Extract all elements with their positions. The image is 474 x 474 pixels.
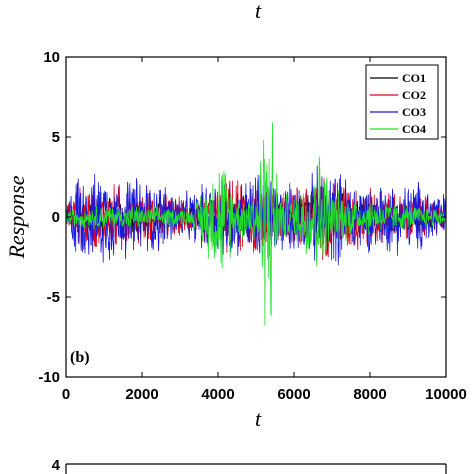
x-axis-ticks: 0 2000 4000 6000 8000 10000 [62, 57, 467, 403]
legend: CO1 CO2 CO3 CO4 [365, 64, 439, 140]
x-tick-label: 2000 [125, 386, 158, 403]
x-tick-label: 6000 [277, 386, 310, 403]
y-tick-label: 0 [52, 209, 60, 226]
top-axis-label: t [255, 0, 262, 23]
x-tick-label: 8000 [353, 386, 386, 403]
y-tick-label: -5 [47, 289, 60, 306]
x-tick-label: 10000 [425, 386, 467, 403]
x-tick-label: 4000 [201, 386, 234, 403]
y-tick-label: 5 [52, 129, 60, 146]
legend-label: CO2 [402, 88, 426, 102]
legend-label: CO1 [402, 71, 426, 85]
panel-label: (b) [70, 349, 90, 366]
x-tick-label: 0 [62, 386, 70, 403]
y-tick-label: -10 [38, 369, 60, 386]
legend-label: CO4 [402, 122, 426, 136]
x-axis-label: t [255, 406, 262, 431]
plot-area [65, 122, 447, 326]
series-line-co4 [65, 122, 447, 326]
bottom-panel-tick-label: 4 [52, 457, 61, 474]
legend-box [365, 64, 439, 140]
y-axis-label: Response [4, 175, 29, 259]
y-tick-label: 10 [43, 49, 60, 66]
y-axis-ticks: 10 5 0 -5 -10 [38, 49, 446, 386]
legend-label: CO3 [402, 105, 426, 119]
